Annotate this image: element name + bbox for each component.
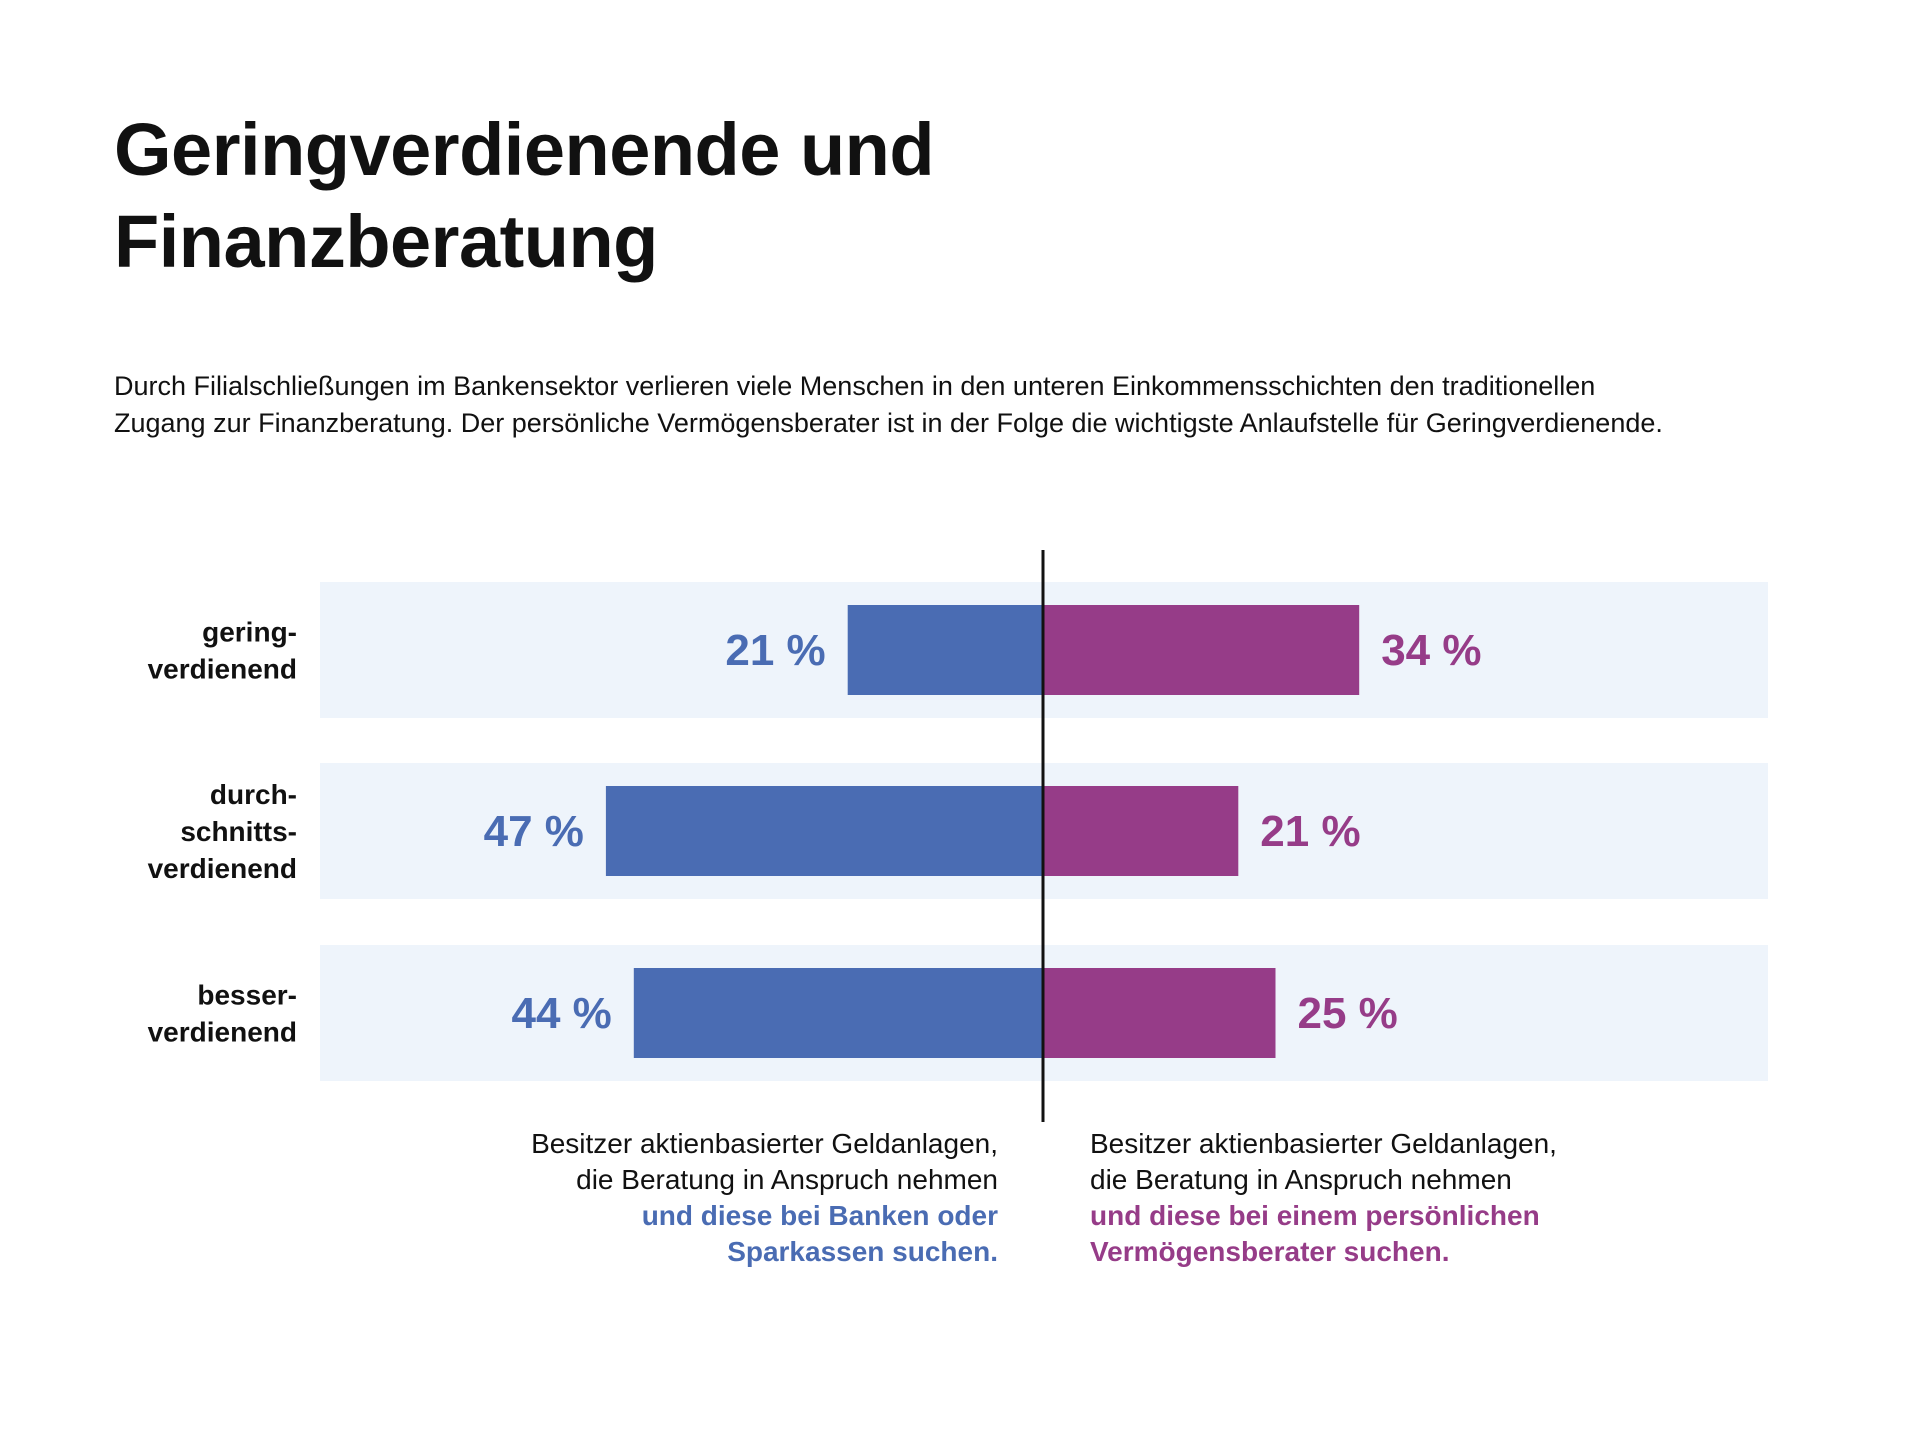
legend-left-line-2: die Beratung in Anspruch nehmen	[576, 1164, 998, 1195]
subtitle-line-2: Zugang zur Finanzberatung. Der persönlic…	[114, 408, 1663, 438]
subtitle-line-1: Durch Filialschließungen im Bankensektor…	[114, 371, 1596, 401]
legend-left-emphasis-1: und diese bei Banken oder	[641, 1200, 998, 1231]
title-line-2: Finanzberatung	[114, 200, 658, 283]
legend-left-line-1: Besitzer aktienbasierter Geldanlagen,	[531, 1128, 998, 1159]
legend-right-line-2: die Beratung in Anspruch nehmen	[1090, 1164, 1512, 1195]
legend-right-line-1: Besitzer aktienbasierter Geldanlagen,	[1090, 1128, 1557, 1159]
title-line-1: Geringverdienende und	[114, 108, 935, 191]
category-label: verdienend	[148, 1017, 297, 1048]
bar-left-value-label: 44 %	[512, 989, 612, 1038]
legend-right-emphasis-1: und diese bei einem persönlichen	[1090, 1200, 1540, 1231]
bar-left	[847, 605, 1043, 695]
bar-right-value-label: 25 %	[1298, 989, 1398, 1038]
bar-left-value-label: 47 %	[484, 807, 584, 856]
bar-right	[1043, 605, 1360, 695]
category-label: schnitts-	[180, 816, 297, 847]
legend-left: Besitzer aktienbasierter Geldanlagen, di…	[531, 1126, 998, 1270]
page-subtitle: Durch Filialschließungen im Bankensektor…	[114, 368, 1834, 442]
category-label: verdienend	[148, 853, 297, 884]
category-label: durch-	[210, 779, 297, 810]
bar-left	[605, 786, 1043, 876]
bar-left	[633, 968, 1043, 1058]
category-label: besser-	[197, 980, 297, 1011]
bar-right	[1043, 968, 1276, 1058]
bar-right-value-label: 34 %	[1381, 626, 1481, 675]
legend-left-emphasis-2: Sparkassen suchen.	[727, 1236, 998, 1267]
page-title: Geringverdienende und Finanzberatung	[114, 104, 935, 288]
legend-right: Besitzer aktienbasierter Geldanlagen, di…	[1090, 1126, 1557, 1270]
category-label: verdienend	[148, 654, 297, 685]
bar-right-value-label: 21 %	[1260, 807, 1360, 856]
bar-left-value-label: 21 %	[725, 626, 825, 675]
legend-right-emphasis-2: Vermögensberater suchen.	[1090, 1236, 1450, 1267]
category-label: gering-	[202, 617, 297, 648]
bar-right	[1043, 786, 1239, 876]
